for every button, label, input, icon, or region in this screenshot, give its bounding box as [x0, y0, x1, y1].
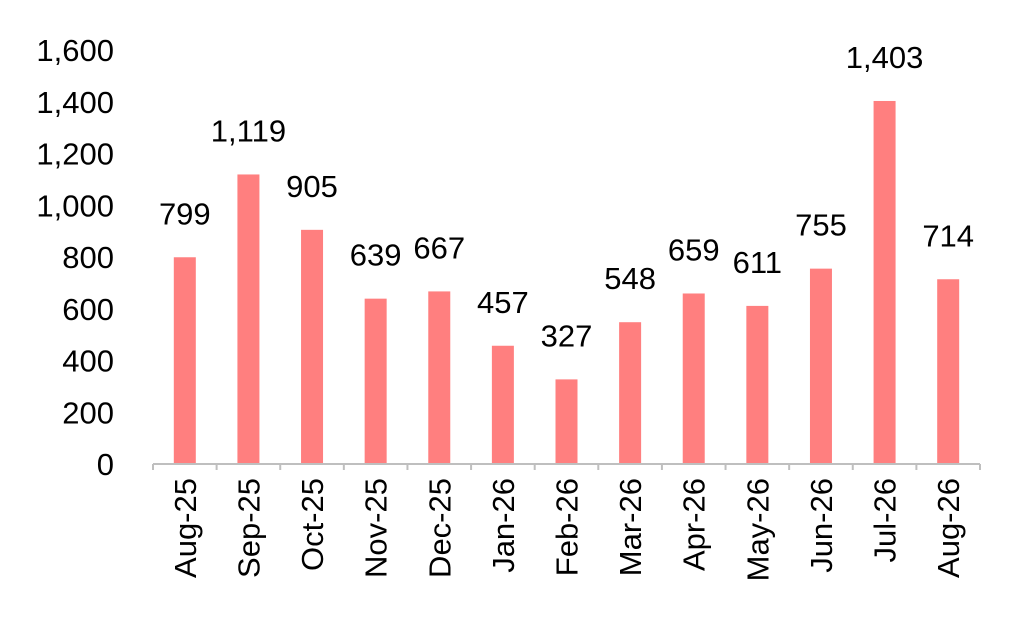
x-tick-label: Jan-26	[486, 478, 521, 573]
x-tick-label: Jul-26	[868, 478, 903, 562]
x-axis-tick-labels: Aug-25 Sep-25 Oct-25 Nov-25 Dec-25 Jan-26 Feb-…	[168, 478, 966, 581]
y-tick-label: 400	[62, 344, 114, 379]
bar-series	[173, 100, 960, 465]
y-tick-label: 1,200	[36, 137, 114, 172]
bar-feb-26	[555, 379, 578, 464]
x-tick-label: May-26	[740, 478, 775, 581]
x-tick-label: Apr-26	[677, 478, 712, 571]
y-tick-label: 1,400	[36, 85, 114, 120]
data-label: 799	[159, 196, 211, 231]
bar-aug-25	[173, 257, 196, 464]
bar-mar-26	[619, 322, 642, 464]
x-tick-label: Aug-25	[168, 478, 203, 578]
data-label: 714	[922, 218, 974, 253]
data-label: 1,119	[211, 113, 286, 148]
bar-aug-26	[937, 279, 960, 464]
x-tick-label: Nov-25	[359, 478, 394, 578]
bar-sep-25	[237, 174, 260, 465]
data-label: 457	[477, 285, 529, 320]
y-tick-label: 200	[62, 395, 114, 430]
y-tick-label: 0	[97, 447, 114, 482]
data-label: 639	[350, 238, 402, 273]
data-label: 667	[413, 230, 465, 265]
x-tick-label: Feb-26	[550, 478, 585, 576]
x-tick-label: Aug-26	[931, 478, 966, 578]
bar-dec-25	[428, 291, 451, 464]
y-tick-label: 800	[62, 240, 114, 275]
y-tick-label: 1,600	[36, 33, 114, 68]
y-tick-label: 1,000	[36, 188, 114, 223]
data-label: 905	[286, 169, 338, 204]
y-tick-label: 600	[62, 292, 114, 327]
data-label: 1,403	[846, 40, 924, 75]
data-label: 755	[795, 208, 847, 243]
x-tick-label: Dec-25	[422, 478, 457, 578]
x-tick-label: Jun-26	[804, 478, 839, 573]
data-label: 659	[668, 232, 720, 267]
bar-oct-25	[301, 229, 324, 464]
data-label: 611	[733, 245, 782, 280]
x-tick-label: Oct-25	[295, 478, 330, 571]
bar-jan-26	[491, 345, 514, 464]
bar-jun-26	[809, 268, 832, 464]
y-axis-tick-labels: 0 200 400 600 800 1,000 1,200 1,400 1,600	[36, 33, 114, 482]
data-label: 327	[541, 318, 593, 353]
bar-may-26	[746, 305, 769, 464]
bar-jul-26	[873, 100, 896, 464]
x-tick-label: Sep-25	[231, 478, 266, 578]
x-axis-tick-marks	[152, 464, 981, 470]
x-tick-label: Mar-26	[613, 478, 648, 576]
data-label: 548	[604, 261, 656, 296]
bar-apr-26	[682, 293, 705, 464]
bar-nov-25	[364, 298, 387, 464]
